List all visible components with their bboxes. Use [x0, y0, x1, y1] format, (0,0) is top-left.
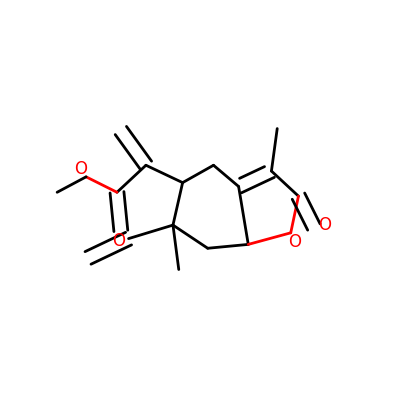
Text: O: O — [318, 216, 331, 234]
Text: O: O — [74, 160, 87, 178]
Text: O: O — [288, 234, 301, 252]
Text: O: O — [112, 232, 126, 250]
